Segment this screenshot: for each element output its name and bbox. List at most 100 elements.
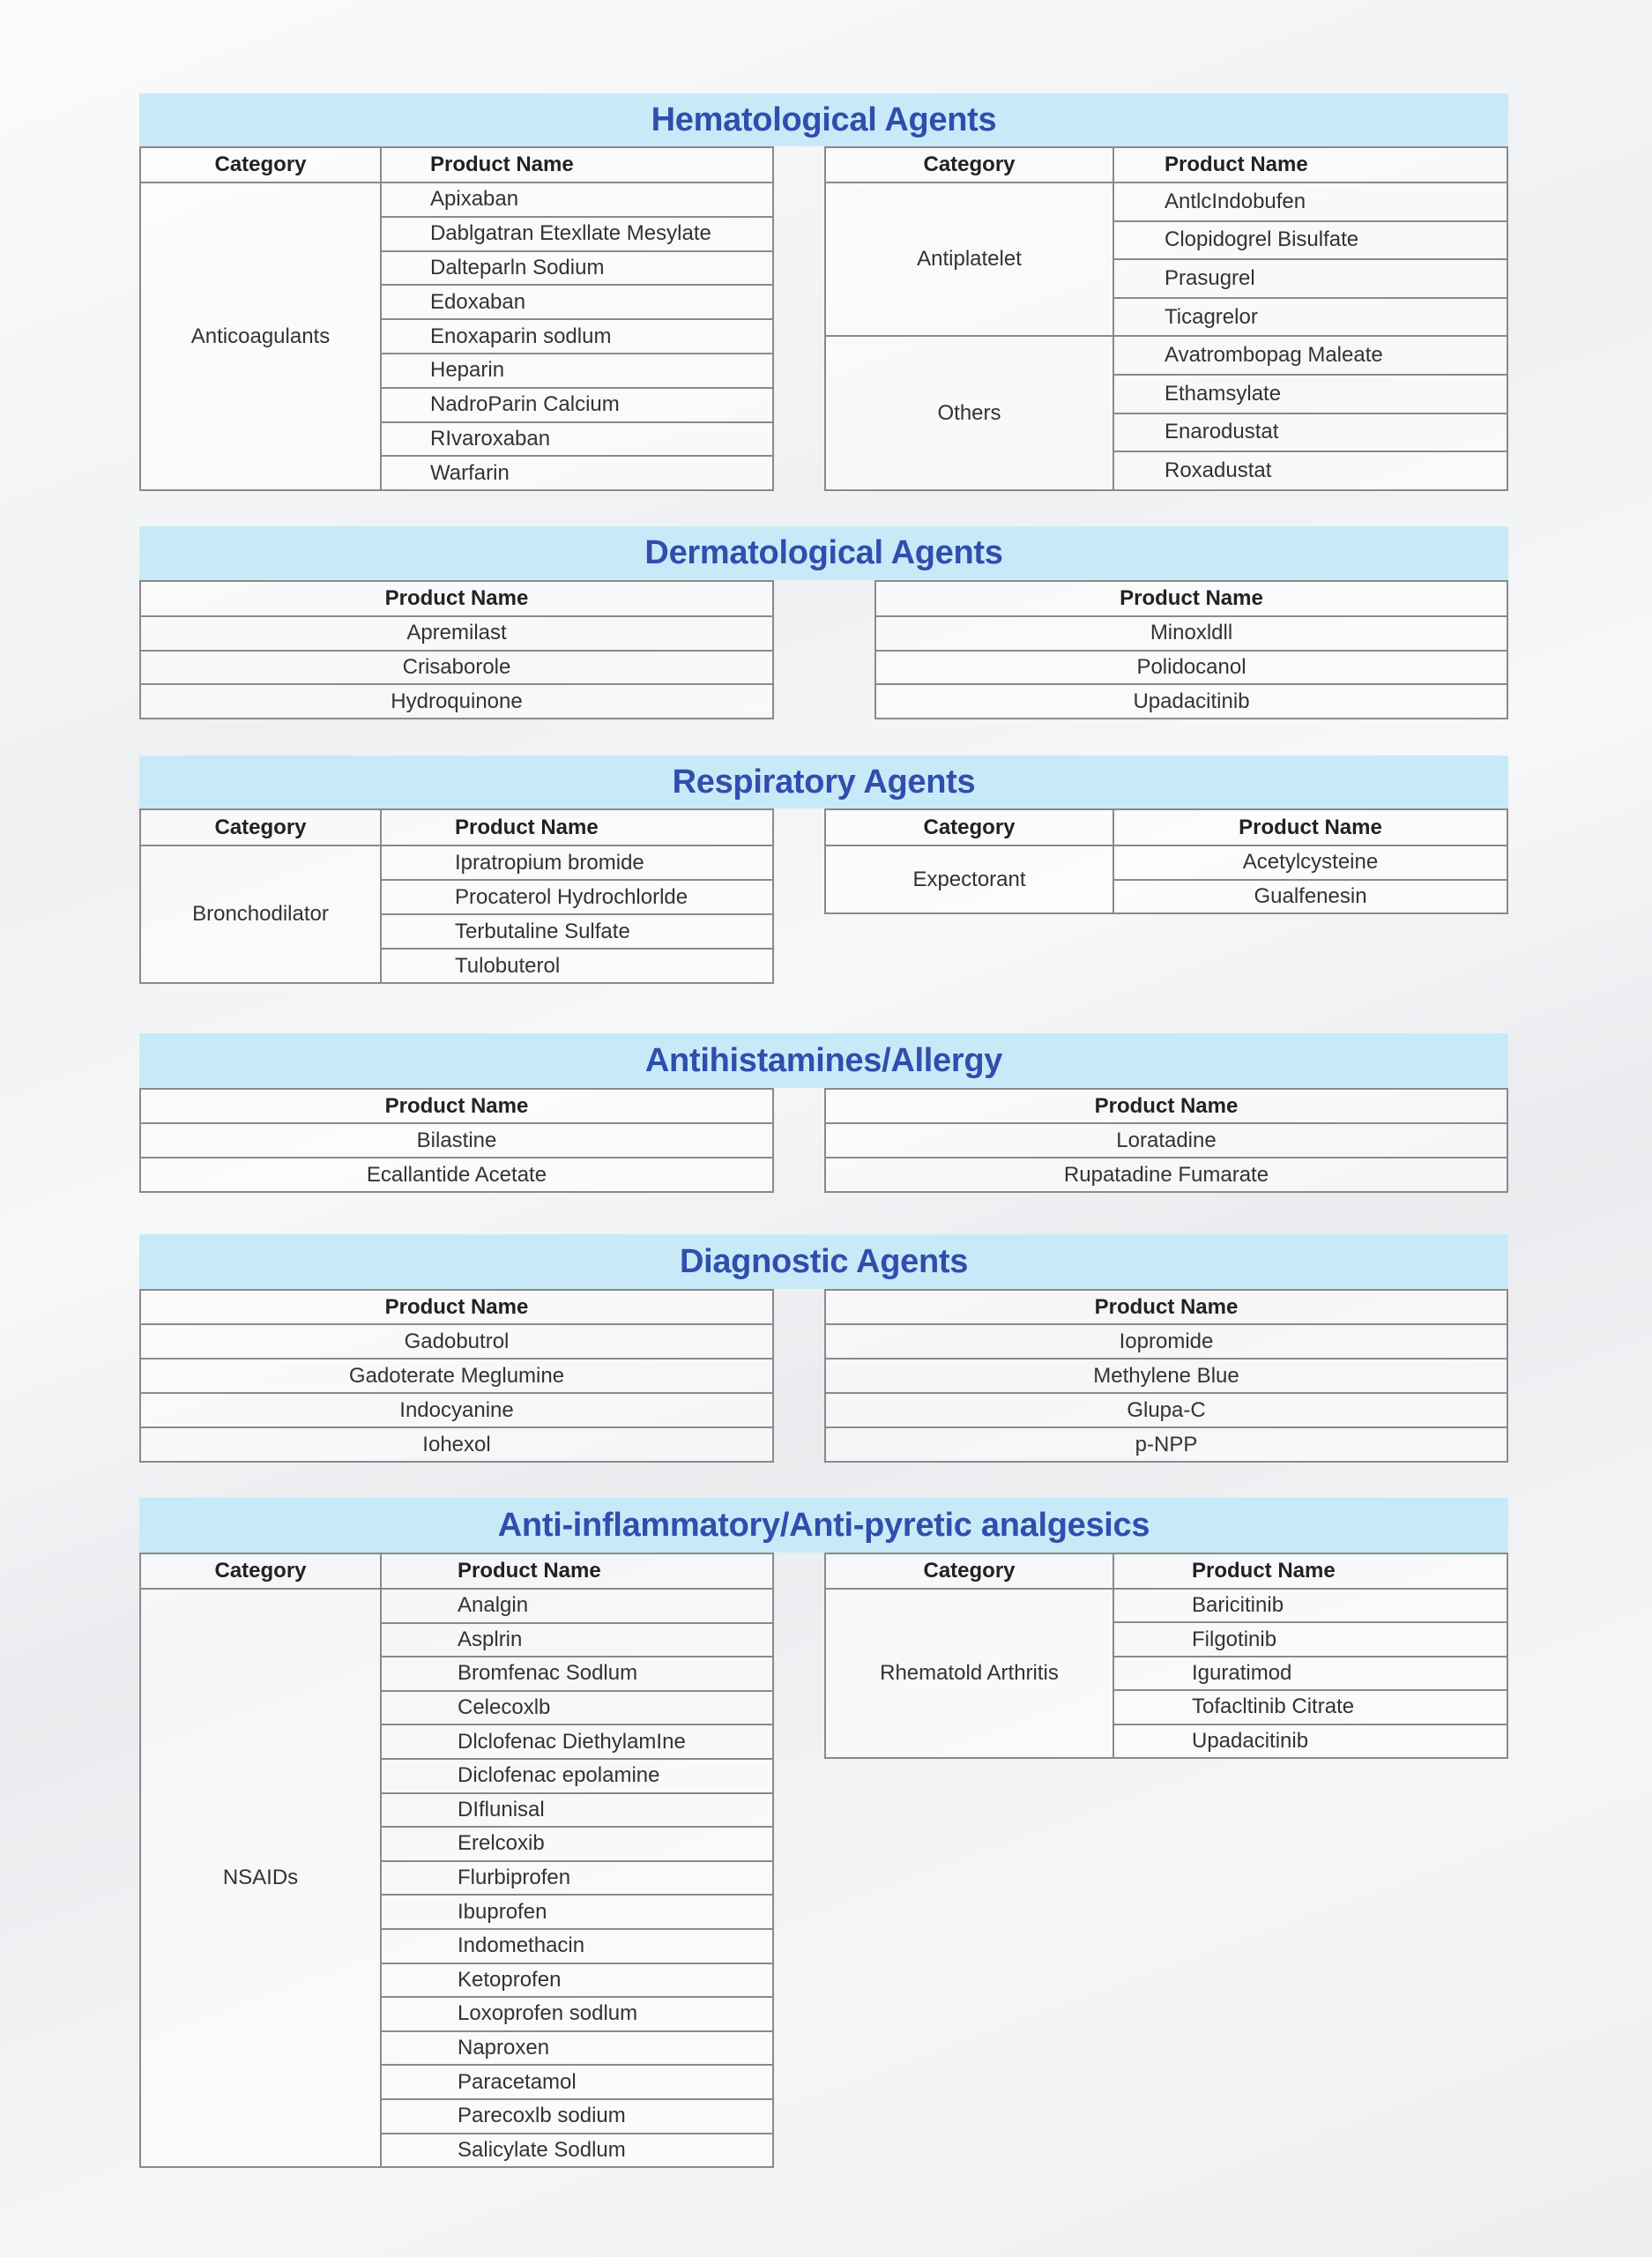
column-header-category: Category	[824, 1553, 1114, 1590]
category-cell: Bronchodilator	[139, 845, 382, 984]
table-row: Expectorant Acetylcysteine	[824, 845, 1508, 914]
category-cell: Rhematold Arthritis	[824, 1588, 1114, 1759]
table-row: Methylene Blue	[824, 1358, 1508, 1394]
header-row: Product Name	[824, 1088, 1508, 1124]
product-name-cell: Procaterol Hydrochlorlde	[380, 879, 774, 915]
column-header-product-name: Product Name	[1112, 1553, 1508, 1590]
column-header-product-name: Product Name	[380, 1553, 774, 1590]
category-cell: Expectorant	[824, 845, 1114, 914]
table-row: Loxoprofen sodlum	[140, 1996, 774, 2032]
column-header-product-name: Product Name	[380, 808, 774, 846]
table-row: Salicylate Sodlum	[140, 2132, 774, 2169]
table-row: Gualfenesin	[825, 878, 1508, 914]
product-name-cell: Enarodustat	[1112, 412, 1508, 453]
column-header-category: Category	[824, 146, 1114, 183]
product-name-cell: Minoxldll	[874, 615, 1508, 652]
product-name-cell: Avatrombopag Maleate	[1112, 335, 1508, 376]
table-row: Ibuprofen	[140, 1894, 774, 1930]
column-header-product-name: Product Name	[824, 1088, 1508, 1124]
product-name-cell: Hydroquinone	[139, 683, 774, 720]
product-name-cell: Ethamsylate	[1112, 373, 1508, 414]
table-row: p-NPP	[824, 1426, 1508, 1463]
product-name-cell: Indomethacin	[380, 1927, 774, 1964]
product-name-cell: Tulobuterol	[380, 948, 774, 984]
table-row: Parecoxlb sodium	[140, 2097, 774, 2134]
product-name-cell: Asplrin	[380, 1621, 774, 1658]
antihistamines-allergy-table-right: Product Name Loratadine Rupatadine Fumarat…	[824, 1088, 1508, 1193]
header-row: Product Name	[824, 1289, 1508, 1325]
category-cell: Anticoagulants	[139, 181, 382, 492]
table-row: Gadobutrol	[139, 1323, 774, 1359]
product-name-cell: Glupa-C	[824, 1392, 1508, 1428]
section-title-antihistamines-allergy: Antihistamines/Allergy	[139, 1033, 1508, 1088]
product-name-cell: Bromfenac Sodlum	[380, 1656, 774, 1692]
table-row: Diclofenac epolamine	[140, 1757, 774, 1794]
table-row: Rupatadine Fumarate	[824, 1157, 1508, 1193]
header-row: Category Product Name	[824, 146, 1508, 183]
antihistamines-allergy-table-left: Product Name Bilastine Ecallantide Acetate	[139, 1088, 774, 1193]
section-title-dermatological-agents: Dermatological Agents	[139, 526, 1508, 580]
section-title-hematological-agents: Hematological Agents	[139, 93, 1508, 146]
table-row: Roxadustat	[825, 451, 1508, 491]
header-row: Category Product Name	[824, 808, 1508, 846]
table-row: Crisaborole	[139, 649, 774, 686]
table-row: Bronchodilator Ipratropium bromide	[139, 845, 774, 984]
table-row: NSAIDs Analgin	[139, 1587, 774, 2169]
column-header-category: Category	[139, 146, 382, 183]
table-row: Flurbiprofen	[140, 1859, 774, 1896]
column-header-category: Category	[139, 808, 382, 846]
product-name-cell: Salicylate Sodlum	[380, 2132, 774, 2169]
product-name-cell: Ketoprofen	[380, 1962, 774, 1999]
section-title-diagnostic-agents: Diagnostic Agents	[139, 1234, 1508, 1289]
product-name-cell: Ticagrelor	[1112, 296, 1508, 338]
table-row: Bromfenac Sodlum	[140, 1656, 774, 1692]
table-row: Tofacltinib Citrate	[825, 1689, 1508, 1725]
dermatological-agents-table-right: Product Name Minoxldll Polidocanol Upadacit…	[874, 580, 1508, 720]
table-row: Glupa-C	[824, 1392, 1508, 1428]
product-name-cell: Edoxaban	[380, 284, 774, 321]
column-header-product-name: Product Name	[139, 1088, 774, 1124]
diagnostic-agents-table-left: Product Name Gadobutrol Gadoterate Meglumi…	[139, 1289, 774, 1463]
table-row: RIvaroxaban	[140, 421, 774, 458]
column-header-product-name: Product Name	[1112, 808, 1508, 846]
table-row: Antiplatelet AntlcIndobufen	[824, 181, 1508, 338]
table-row: Upadacitinib	[825, 1723, 1508, 1759]
hematological-agents-table-left: Category Product Name Anticoagulants Apixab…	[139, 146, 774, 492]
product-name-cell: Rupatadine Fumarate	[824, 1157, 1508, 1193]
product-name-cell: Dlclofenac DiethylamIne	[380, 1724, 774, 1760]
column-header-category: Category	[824, 808, 1114, 846]
product-name-cell: Ibuprofen	[380, 1894, 774, 1930]
product-name-cell: Upadacitinib	[874, 683, 1508, 720]
product-name-cell: DIflunisal	[380, 1791, 774, 1829]
table-row: Iohexol	[139, 1426, 774, 1463]
table-row: Upadacitinib	[874, 683, 1508, 720]
table-row: Iguratimod	[825, 1655, 1508, 1692]
product-name-cell: Upadacitinib	[1112, 1723, 1508, 1759]
table-row: Enoxaparin sodlum	[140, 318, 774, 354]
table-row: Rhematold Arthritis Baricitinib	[824, 1587, 1508, 1759]
table-row: Indocyanine	[139, 1392, 774, 1428]
product-name-cell: Iopromide	[824, 1323, 1508, 1359]
product-name-cell: Parecoxlb sodium	[380, 2097, 774, 2134]
product-name-cell: Loxoprofen sodlum	[380, 1996, 774, 2032]
header-row: Category Product Name	[139, 146, 774, 183]
table-row: DIflunisal	[140, 1791, 774, 1829]
product-name-cell: RIvaroxaban	[380, 421, 774, 458]
product-name-cell: Dalteparln Sodium	[380, 250, 774, 287]
table-row: Erelcoxib	[140, 1826, 774, 1862]
product-name-cell: Methylene Blue	[824, 1358, 1508, 1394]
table-row: Terbutaline Sulfate	[140, 913, 774, 950]
product-name-cell: Roxadustat	[1112, 451, 1508, 491]
hematological-agents-table-right: Category Product Name Antiplatelet AntlcInd…	[824, 146, 1508, 491]
header-row: Product Name	[874, 580, 1508, 617]
dermatological-agents-table-left: Product Name Apremilast Crisaborole Hydroqu…	[139, 580, 774, 720]
product-name-cell: Celecoxlb	[380, 1689, 774, 1726]
table-row: Bilastine	[139, 1122, 774, 1158]
category-cell: Antiplatelet	[824, 181, 1114, 338]
product-name-cell: Polidocanol	[874, 649, 1508, 686]
header-row: Category Product Name	[139, 1553, 774, 1590]
table-row: Others Avatrombopag Maleate	[824, 335, 1508, 491]
category-cell: Others	[824, 335, 1114, 491]
table-row: Loratadine	[824, 1122, 1508, 1158]
table-row: Paracetamol	[140, 2064, 774, 2100]
